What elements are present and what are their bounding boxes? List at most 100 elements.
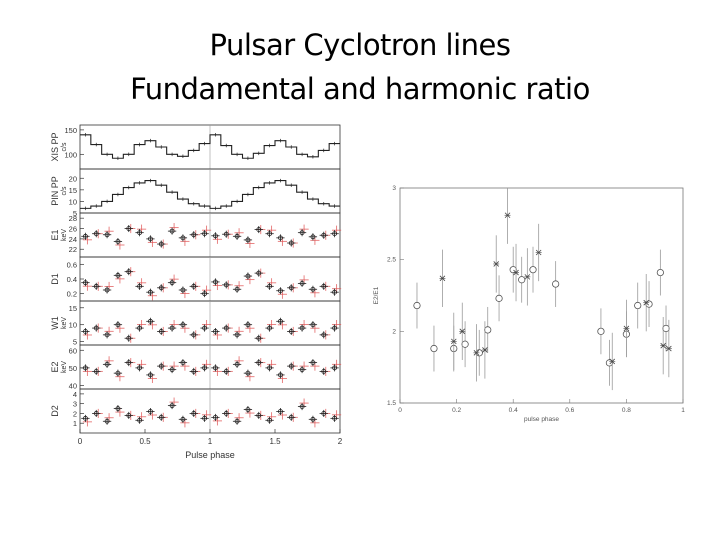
x-axis-label: pulse phase bbox=[524, 416, 559, 423]
ratio-point-circle bbox=[430, 344, 438, 353]
black-data-point bbox=[256, 335, 262, 341]
black-data-point bbox=[310, 286, 316, 292]
y-tick-label: 50 bbox=[69, 364, 77, 373]
black-data-point bbox=[115, 406, 121, 411]
black-data-point bbox=[310, 416, 316, 422]
y-tick-label: 28 bbox=[69, 214, 77, 223]
black-data-point bbox=[93, 283, 99, 289]
black-data-point bbox=[158, 329, 164, 334]
ratio-point-cross bbox=[665, 345, 672, 352]
x-tick-label: 0.4 bbox=[509, 407, 518, 414]
black-data-point bbox=[332, 289, 337, 295]
panel-ylabel: E2 bbox=[50, 361, 60, 372]
black-data-point bbox=[245, 237, 251, 243]
right-ratio-chart: 0 0.2 0.4 0.6 0.8 1 1.5 2 2.5 3 pulse phase E2/E1 bbox=[373, 185, 685, 423]
black-data-point bbox=[299, 325, 305, 331]
black-data-point bbox=[158, 363, 164, 369]
y-tick-label: 0.6 bbox=[67, 260, 77, 269]
black-data-point bbox=[223, 411, 229, 416]
y-tick-label: 5 bbox=[73, 209, 77, 218]
ratio-point-cross bbox=[450, 338, 457, 345]
black-data-point bbox=[223, 231, 229, 237]
black-data-point bbox=[126, 360, 132, 366]
ratio-point-cross bbox=[609, 358, 616, 365]
panel-ylabel: D2 bbox=[50, 405, 60, 417]
ratio-point-cross bbox=[660, 342, 667, 349]
y-tick-label: 5 bbox=[73, 338, 77, 347]
black-data-point bbox=[148, 289, 153, 295]
black-data-point bbox=[299, 280, 305, 286]
black-data-point bbox=[256, 412, 262, 418]
black-data-point bbox=[137, 283, 142, 289]
black-data-point bbox=[267, 417, 272, 423]
black-data-point bbox=[245, 322, 251, 328]
black-data-point bbox=[234, 418, 240, 424]
black-data-point bbox=[278, 288, 283, 294]
ratio-point-circle bbox=[484, 326, 492, 334]
black-data-point bbox=[256, 360, 262, 366]
ratio-point-cross bbox=[459, 328, 466, 335]
y-tick-label: 15 bbox=[69, 186, 77, 195]
black-data-point bbox=[245, 407, 251, 412]
ratio-point-circle bbox=[413, 301, 421, 310]
black-data-point bbox=[126, 335, 132, 341]
y-tick-label: 10 bbox=[69, 197, 77, 206]
ratio-point-cross bbox=[439, 275, 446, 282]
black-data-point bbox=[256, 270, 262, 276]
x-tick-label: 0 bbox=[398, 407, 402, 414]
black-data-point bbox=[288, 363, 294, 369]
black-data-point bbox=[332, 365, 337, 371]
black-data-point bbox=[126, 269, 132, 275]
pulse-profile-line bbox=[80, 180, 340, 209]
black-data-point bbox=[158, 414, 164, 420]
y-tick-label: 2 bbox=[392, 328, 396, 335]
black-data-point bbox=[202, 365, 207, 371]
y-tick-label: 2.5 bbox=[387, 257, 396, 264]
black-data-point bbox=[158, 241, 164, 247]
x-tick-label: 0.2 bbox=[452, 407, 461, 414]
black-data-point bbox=[115, 370, 121, 376]
black-data-point bbox=[310, 322, 316, 328]
ratio-point-cross bbox=[643, 299, 650, 306]
y-tick-label: 3 bbox=[392, 185, 396, 192]
y-tick-label: 0.2 bbox=[67, 290, 77, 299]
black-data-point bbox=[137, 417, 142, 423]
black-data-point bbox=[245, 273, 251, 279]
black-data-point bbox=[83, 365, 88, 371]
black-data-point bbox=[104, 361, 110, 367]
y-tick-label: 0.4 bbox=[67, 275, 77, 284]
y-tick-label: 40 bbox=[69, 381, 77, 390]
ratio-point-cross bbox=[473, 350, 480, 356]
x-tick-label: 2 bbox=[338, 437, 343, 446]
black-data-point bbox=[104, 232, 110, 238]
ratio-point-cross bbox=[481, 347, 488, 353]
black-data-point bbox=[321, 368, 327, 374]
x-tick-label: 0.5 bbox=[139, 437, 151, 446]
black-data-point bbox=[321, 332, 327, 338]
black-data-point bbox=[234, 286, 240, 292]
black-data-point bbox=[321, 232, 327, 238]
black-data-point bbox=[321, 283, 327, 289]
x-tick-label: 1 bbox=[681, 407, 685, 414]
ratio-point-cross bbox=[524, 274, 531, 280]
panel-ylabel: E1 bbox=[50, 229, 60, 240]
panel-unit: keV bbox=[61, 361, 68, 373]
black-data-point bbox=[180, 360, 186, 366]
panel-unit: c/s bbox=[61, 186, 68, 195]
black-data-point bbox=[169, 325, 175, 331]
ratio-point-circle bbox=[597, 327, 605, 335]
black-data-point bbox=[223, 368, 229, 374]
ratio-point-circle bbox=[656, 268, 664, 277]
black-data-point bbox=[310, 360, 316, 366]
y-tick-label: 2 bbox=[73, 409, 77, 418]
black-data-point bbox=[93, 411, 99, 416]
black-data-point bbox=[104, 418, 110, 424]
black-data-point bbox=[180, 322, 186, 328]
y-tick-label: 100 bbox=[64, 150, 77, 159]
ratio-point-circle bbox=[634, 301, 642, 310]
black-data-point bbox=[202, 291, 207, 297]
black-data-point bbox=[332, 325, 337, 331]
black-data-point bbox=[202, 415, 207, 421]
black-data-point bbox=[202, 325, 207, 331]
x-tick-label: 1 bbox=[208, 437, 213, 446]
